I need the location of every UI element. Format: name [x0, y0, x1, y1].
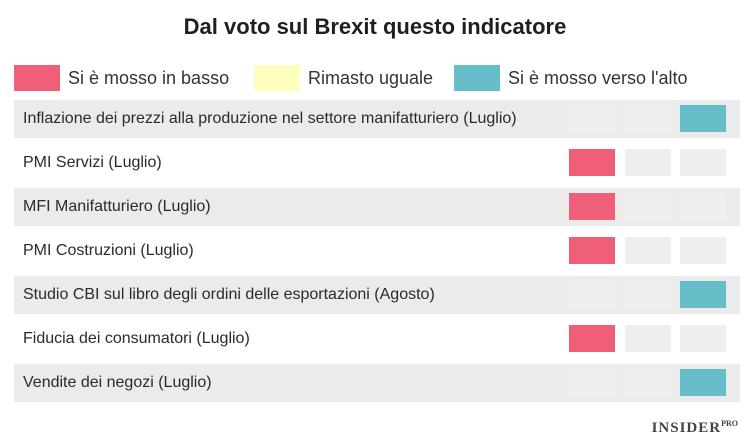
legend: Si è mosso in basso Rimasto uguale Si è … [14, 64, 734, 92]
legend-label-same: Rimasto uguale [308, 67, 434, 88]
cell-up [680, 237, 726, 264]
table-row: Fiducia dei consumatori (Luglio) [14, 320, 740, 358]
cell-same [625, 369, 671, 396]
table-row: Studio CBI sul libro degli ordini delle … [14, 276, 740, 314]
cell-down [569, 105, 615, 132]
legend-label-down: Si è mosso in basso [68, 67, 230, 88]
legend-item-down: Si è mosso in basso [14, 64, 229, 92]
legend-item-same: Rimasto uguale [254, 64, 433, 92]
brand-name: INSIDER [651, 420, 722, 436]
cell-up [680, 193, 726, 220]
row-label: Studio CBI sul libro degli ordini delle … [23, 286, 435, 303]
brand-logo: INSIDERPRO [652, 419, 738, 437]
cell-up [680, 369, 726, 396]
legend-swatch-up [454, 65, 500, 91]
cell-down [569, 281, 615, 308]
legend-label-up: Si è mosso verso l'alto [508, 67, 688, 88]
row-label: Inflazione dei prezzi alla produzione ne… [23, 110, 517, 127]
row-label: Vendite dei negozi (Luglio) [23, 374, 212, 391]
brand-suffix: PRO [721, 419, 738, 428]
cell-up [680, 281, 726, 308]
cell-down [569, 369, 615, 396]
cell-up [680, 325, 726, 352]
row-label: PMI Servizi (Luglio) [23, 154, 162, 171]
row-label: MFI Manifatturiero (Luglio) [23, 198, 211, 215]
legend-item-up: Si è mosso verso l'alto [454, 64, 688, 92]
cell-same [625, 105, 671, 132]
cell-same [625, 281, 671, 308]
table-row: PMI Costruzioni (Luglio) [14, 232, 740, 270]
legend-swatch-down [14, 65, 60, 91]
cell-down [569, 325, 615, 352]
row-label: Fiducia dei consumatori (Luglio) [23, 330, 250, 347]
table-row: Vendite dei negozi (Luglio) [14, 364, 740, 402]
cell-down [569, 237, 615, 264]
indicator-table: Inflazione dei prezzi alla produzione ne… [14, 100, 740, 408]
table-row: MFI Manifatturiero (Luglio) [14, 188, 740, 226]
cell-same [625, 325, 671, 352]
table-row: PMI Servizi (Luglio) [14, 144, 740, 182]
cell-same [625, 237, 671, 264]
table-row: Inflazione dei prezzi alla produzione ne… [14, 100, 740, 138]
chart-title: Dal voto sul Brexit questo indicatore [183, 14, 567, 39]
cell-down [569, 149, 615, 176]
cell-up [680, 105, 726, 132]
cell-same [625, 193, 671, 220]
cell-same [625, 149, 671, 176]
legend-swatch-same [254, 65, 300, 91]
row-label: PMI Costruzioni (Luglio) [23, 242, 194, 259]
cell-up [680, 149, 726, 176]
cell-down [569, 193, 615, 220]
